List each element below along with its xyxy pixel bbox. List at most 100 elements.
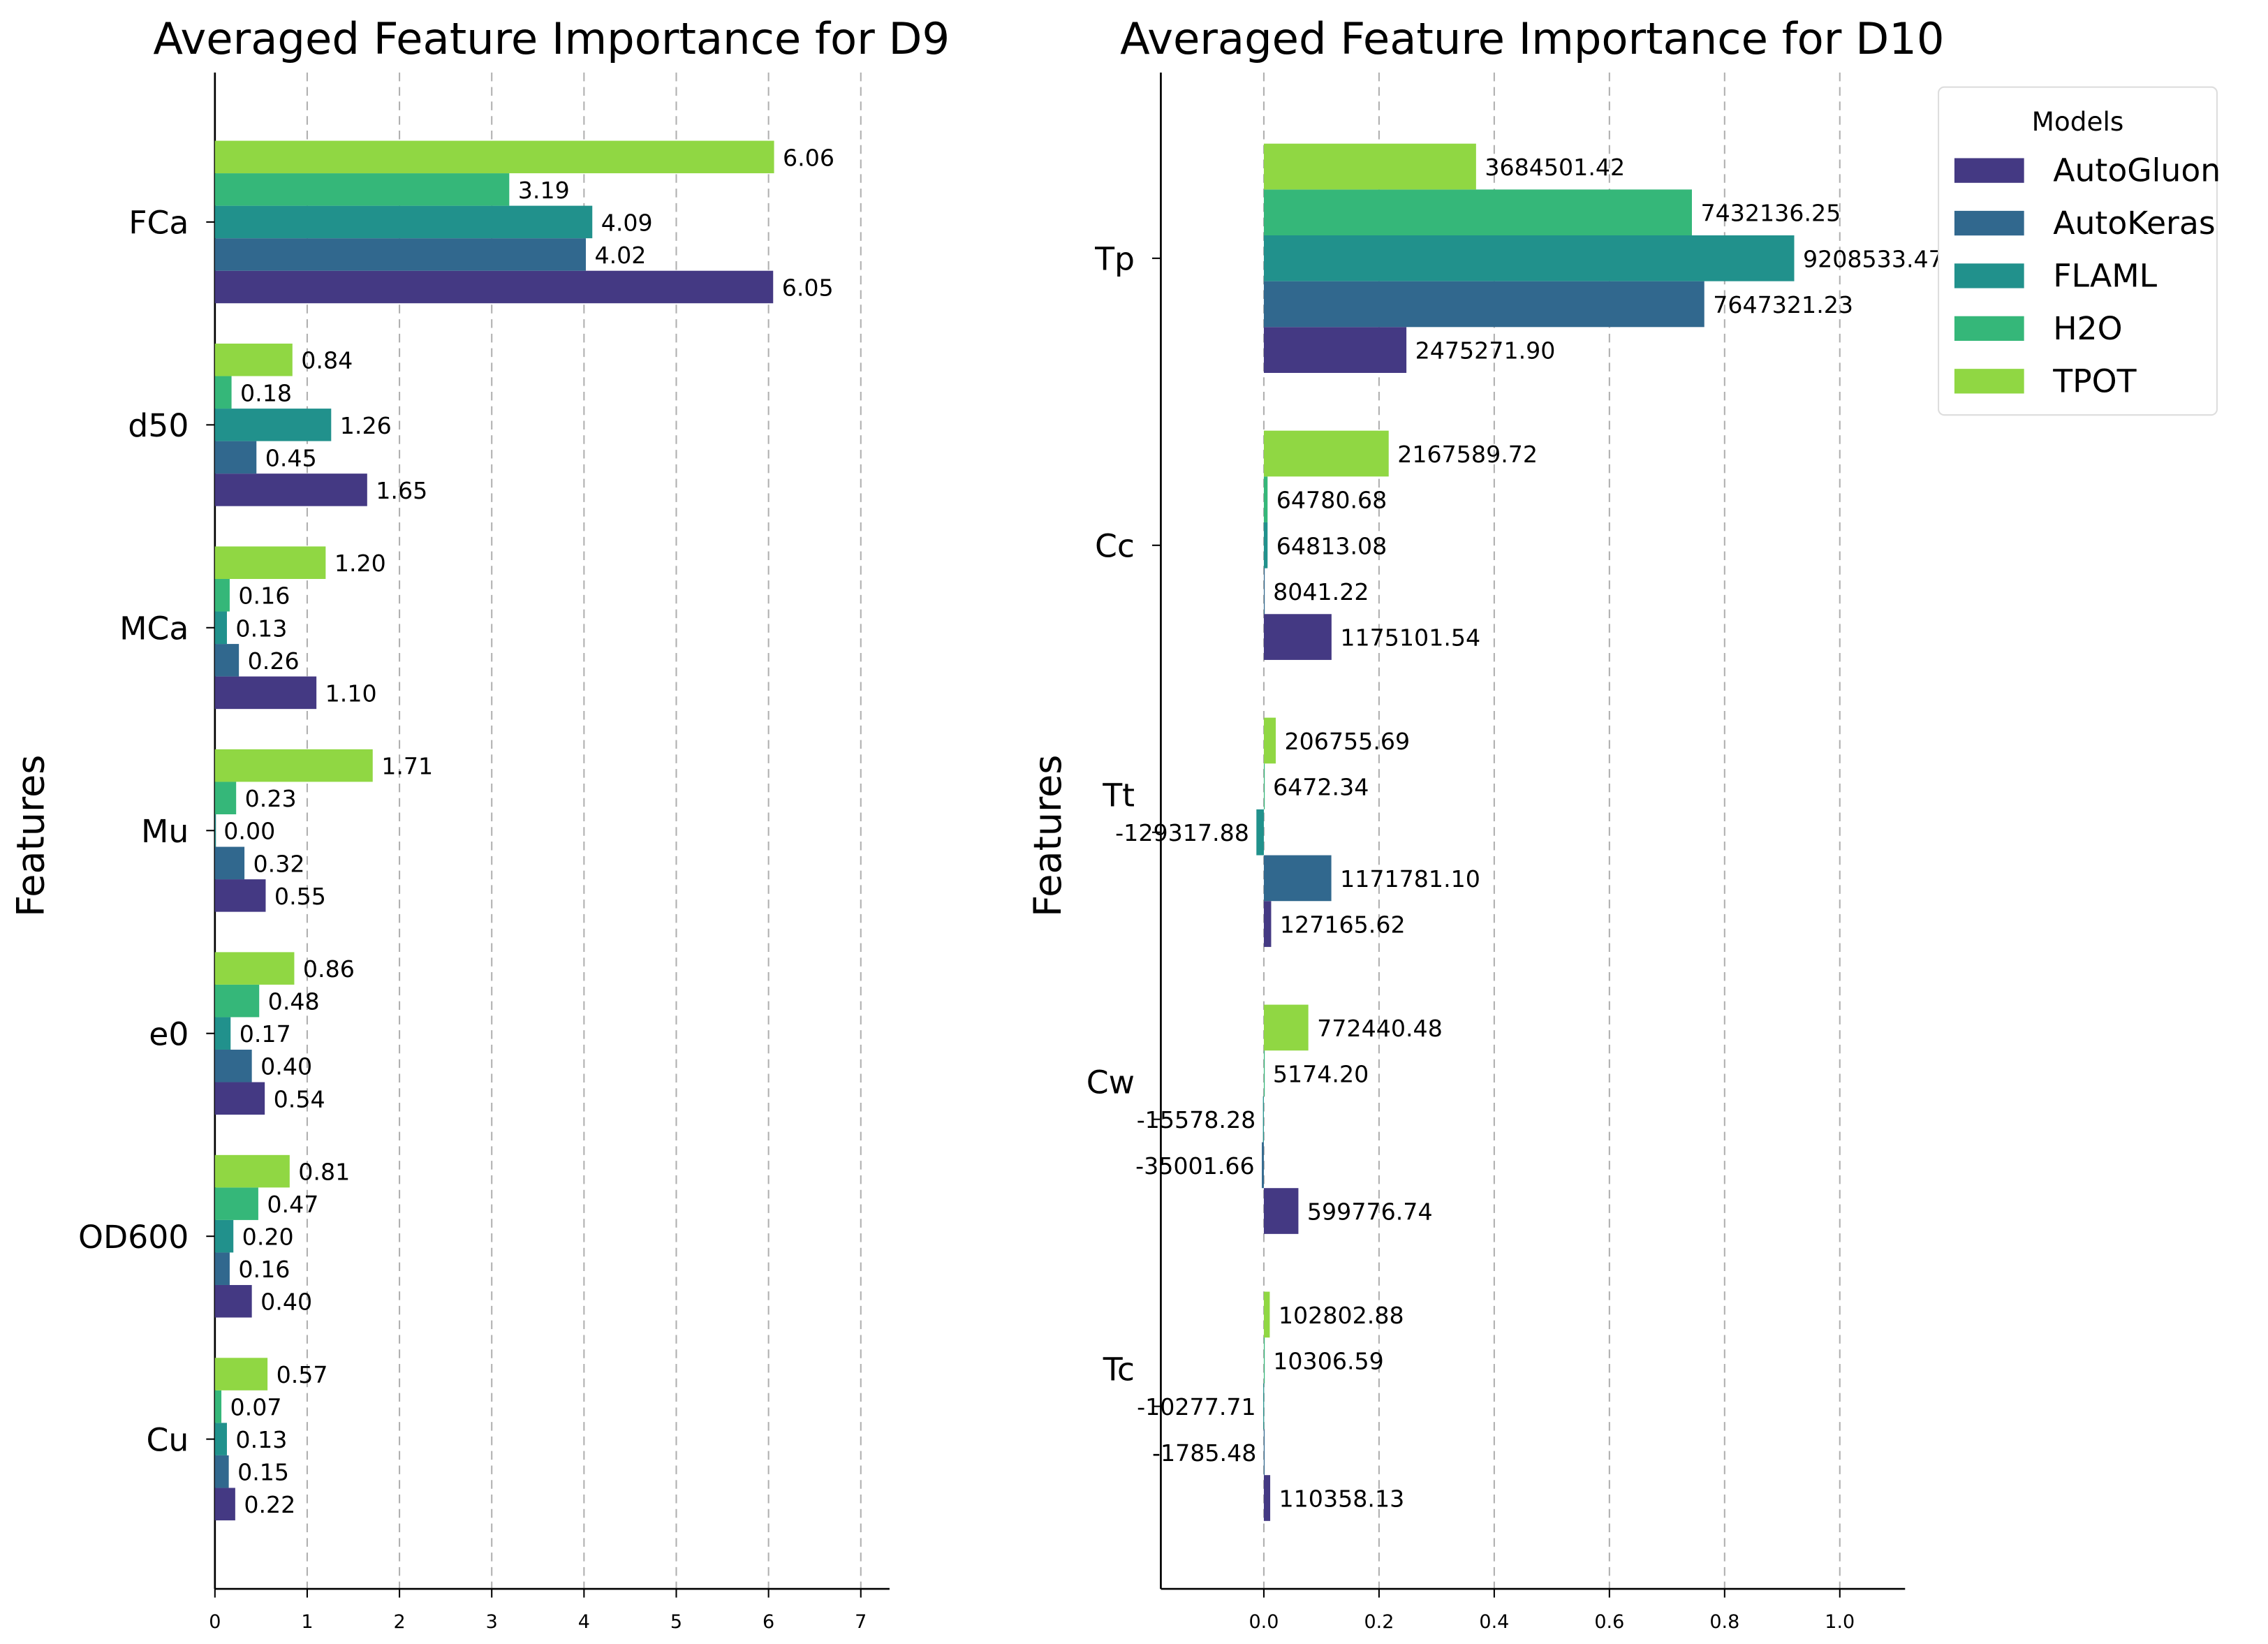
right-bar-autokeras-Cw	[1262, 1142, 1264, 1189]
right-value-label: 3684501.42	[1485, 154, 1625, 181]
right-value-label: 772440.48	[1317, 1015, 1443, 1042]
left-x-tick-label: 3	[486, 1611, 498, 1633]
left-value-label: 0.22	[244, 1491, 295, 1518]
left-bar-autokeras-FCa	[214, 238, 586, 271]
left-value-label: 0.54	[274, 1085, 325, 1113]
left-bar-tpot-MCa	[214, 546, 326, 579]
left-x-tick-label: 5	[670, 1611, 682, 1633]
right-value-label: 8041.22	[1273, 578, 1369, 606]
right-category-label-Cc: Cc	[1095, 527, 1135, 564]
right-chart-title: Averaged Feature Importance for D10	[1120, 13, 1944, 64]
right-value-label: 206755.69	[1284, 728, 1410, 755]
legend-swatch-h2o	[1954, 316, 2024, 342]
right-value-label: 9208533.47	[1803, 245, 1943, 272]
left-value-label: 1.65	[376, 477, 427, 504]
right-category-label-Tc: Tc	[1103, 1351, 1135, 1388]
legend-label-h2o: H2O	[2053, 310, 2122, 347]
left-bar-autogluon-Mu	[214, 879, 266, 912]
right-bar-flaml-Cc	[1263, 522, 1268, 568]
right-category-label-Tp: Tp	[1094, 240, 1135, 277]
left-bar-autokeras-MCa	[214, 644, 240, 677]
left-value-label: 0.15	[237, 1459, 289, 1486]
right-bar-flaml-Cw	[1262, 1096, 1264, 1143]
right-bar-autokeras-Cc	[1263, 568, 1265, 615]
left-bar-tpot-Mu	[214, 749, 373, 782]
right-bar-tpot-Tt	[1263, 717, 1276, 764]
left-value-label: 0.57	[277, 1361, 328, 1388]
right-x-tick-label: 0.0	[1249, 1611, 1279, 1633]
left-category-label-FCa: FCa	[128, 205, 189, 242]
right-bar-autogluon-Tt	[1263, 901, 1272, 947]
left-category-label-Mu: Mu	[141, 813, 189, 850]
left-category-label-MCa: MCa	[119, 610, 189, 647]
right-x-tick-label: 1.0	[1825, 1611, 1855, 1633]
left-category-label-d50: d50	[128, 407, 189, 444]
right-bar-autokeras-Tp	[1263, 281, 1704, 328]
right-bar-h2o-Cw	[1263, 1050, 1265, 1096]
right-value-label: -129317.88	[1115, 819, 1249, 846]
right-bar-autokeras-Tt	[1263, 855, 1332, 902]
right-bar-tpot-Tp	[1263, 143, 1476, 190]
left-x-tick-label: 1	[301, 1611, 313, 1633]
right-value-label: 2167589.72	[1397, 441, 1538, 468]
left-bar-flaml-Mu	[214, 814, 216, 847]
left-value-label: 0.86	[303, 955, 355, 983]
left-bar-autogluon-Cu	[214, 1488, 235, 1520]
left-value-label: 0.23	[245, 785, 297, 812]
legend-swatch-autokeras	[1954, 210, 2024, 236]
legend: Models AutoGluon AutoKeras FLAML H2O TPOT	[1938, 86, 2221, 416]
right-value-label: 7647321.23	[1713, 291, 1853, 318]
left-bar-autokeras-Cu	[214, 1455, 229, 1488]
left-bar-autogluon-e0	[214, 1082, 265, 1115]
left-bar-h2o-d50	[214, 376, 232, 409]
right-bar-h2o-Tt	[1263, 763, 1265, 809]
right-bar-autogluon-Cc	[1263, 614, 1332, 660]
legend-swatch-tpot	[1954, 369, 2024, 394]
left-bar-autogluon-OD600	[214, 1284, 252, 1318]
left-x-tick-label: 2	[393, 1611, 405, 1633]
left-chart-plot: 0 1 2 3 4 5 6 7 FCa 6.05 4.02 4.09 3.19 6.06 d50 1.65 0.…	[78, 72, 890, 1633]
left-bar-autokeras-OD600	[214, 1252, 230, 1285]
left-bar-tpot-FCa	[214, 140, 774, 174]
right-bar-flaml-Tc	[1263, 1383, 1265, 1430]
right-value-label: 7432136.25	[1700, 200, 1841, 227]
legend-swatch-flaml	[1954, 263, 2024, 288]
left-bar-h2o-MCa	[214, 578, 230, 612]
right-bar-autogluon-Cw	[1263, 1188, 1299, 1234]
right-bar-autogluon-Tp	[1263, 327, 1407, 373]
left-bar-flaml-FCa	[214, 205, 593, 239]
left-x-tick-label: 0	[209, 1611, 221, 1633]
right-value-label: 10306.59	[1273, 1347, 1384, 1374]
left-value-label: 0.40	[260, 1289, 312, 1316]
left-bar-h2o-FCa	[214, 173, 510, 206]
left-x-tick-label: 7	[855, 1611, 867, 1633]
left-value-label: 0.26	[248, 647, 300, 675]
right-value-label: 6472.34	[1273, 774, 1369, 801]
right-value-label: 102802.88	[1279, 1302, 1404, 1329]
legend-label-flaml: FLAML	[2053, 258, 2157, 295]
left-category-label-Cu: Cu	[147, 1421, 189, 1458]
right-chart-plot: 0.0 0.2 0.4 0.6 0.8 1.0 Tp 2475271.90 7647321.23…	[1087, 72, 1943, 1633]
left-value-label: 0.17	[240, 1020, 291, 1048]
left-value-label: 0.13	[235, 1426, 287, 1453]
left-value-label: 4.02	[594, 242, 646, 269]
right-bar-h2o-Tc	[1263, 1337, 1265, 1384]
left-bar-tpot-d50	[214, 343, 293, 376]
left-value-label: 0.16	[238, 582, 290, 610]
left-bar-tpot-OD600	[214, 1154, 290, 1188]
right-value-label: 599776.74	[1307, 1198, 1433, 1225]
legend-label-autokeras: AutoKeras	[2053, 205, 2215, 242]
right-x-tick-label: 0.8	[1709, 1611, 1739, 1633]
right-x-tick-label: 0.4	[1479, 1611, 1509, 1633]
right-value-label: -15578.28	[1137, 1106, 1256, 1133]
right-bar-autokeras-Tc	[1263, 1429, 1265, 1476]
right-value-label: -1785.48	[1152, 1439, 1256, 1467]
left-bar-autogluon-MCa	[214, 676, 317, 710]
left-x-tick-label: 4	[578, 1611, 590, 1633]
left-bar-autokeras-e0	[214, 1049, 252, 1082]
left-y-axis-label: Features	[9, 755, 53, 917]
left-bar-flaml-Cu	[214, 1423, 227, 1455]
left-bar-autogluon-d50	[214, 474, 367, 506]
right-value-label: -35001.66	[1135, 1152, 1255, 1180]
left-category-label-e0: e0	[149, 1015, 189, 1052]
